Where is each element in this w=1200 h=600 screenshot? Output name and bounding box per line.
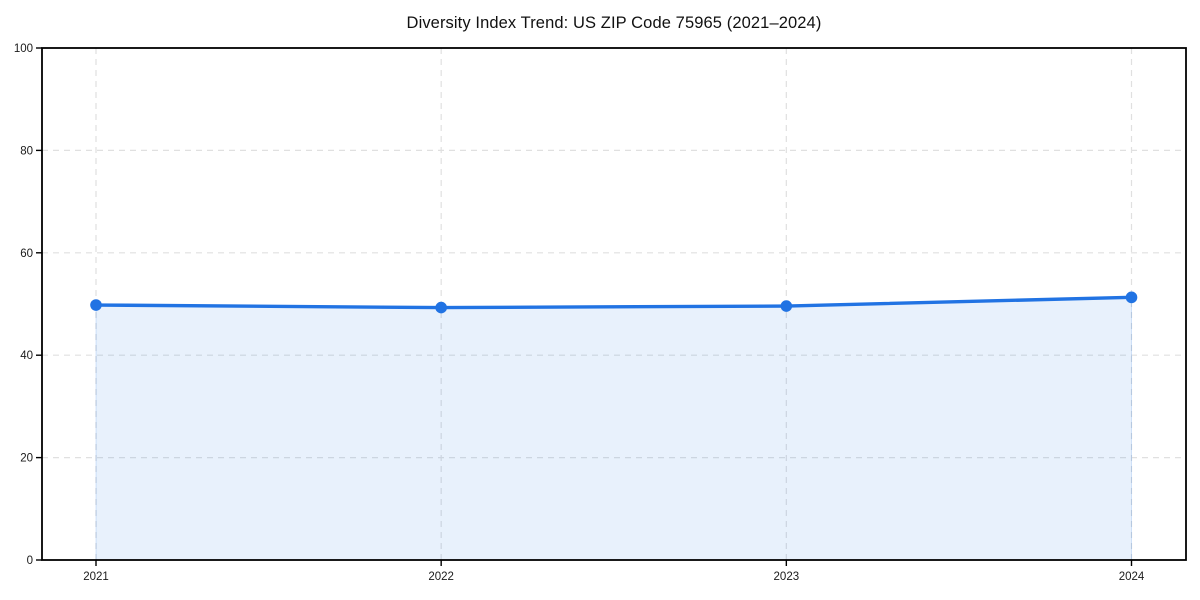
y-tick-label: 80 [20,145,33,157]
y-tick-label: 40 [20,350,33,362]
chart-title: Diversity Index Trend: US ZIP Code 75965… [406,14,822,32]
x-tick-label: 2021 [83,571,109,583]
x-tick-label: 2024 [1119,571,1145,583]
data-point [90,299,102,311]
x-tick-label: 2022 [428,571,454,583]
y-tick-label: 0 [27,555,33,567]
x-tick-label: 2023 [774,571,800,583]
data-point [1125,291,1138,304]
y-tick-label: 20 [20,453,33,465]
data-point [435,301,447,314]
plot-area-frame [41,47,1187,561]
data-point [780,300,793,312]
y-tick-label: 60 [20,248,33,260]
trend-line [94,295,1134,310]
area-fill [95,296,1132,561]
y-tick-label: 100 [14,43,33,55]
